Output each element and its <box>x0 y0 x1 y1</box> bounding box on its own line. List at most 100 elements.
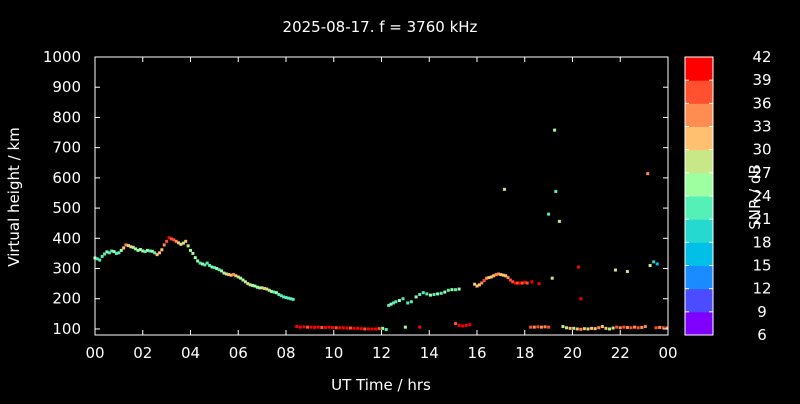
data-point <box>316 325 320 329</box>
data-point <box>181 241 185 245</box>
data-point <box>506 276 510 280</box>
data-point <box>220 269 224 273</box>
data-point <box>643 325 647 329</box>
data-point <box>432 293 436 297</box>
data-point <box>661 326 665 330</box>
data-point <box>532 325 536 329</box>
data-point <box>494 273 498 277</box>
colorbar-tick-label: 33 <box>752 118 771 136</box>
data-point <box>210 265 214 269</box>
data-point <box>370 327 374 331</box>
data-point <box>646 172 650 176</box>
colorbar-tick-label: 42 <box>752 48 771 66</box>
data-point <box>633 325 637 329</box>
data-point <box>582 327 586 331</box>
y-axis-label: Virtual height / km <box>5 127 23 266</box>
data-point <box>95 257 99 261</box>
data-point <box>374 327 378 331</box>
data-point <box>450 288 454 292</box>
colorbar-tick-label: 27 <box>752 164 771 182</box>
colorbar-tick-label: 30 <box>752 141 771 159</box>
data-point <box>387 303 391 307</box>
data-point <box>391 301 395 305</box>
colorbar-tick-label: 18 <box>752 233 771 251</box>
data-point <box>309 325 313 329</box>
x-axis-label: UT Time / hrs <box>331 376 431 394</box>
data-point <box>124 243 128 247</box>
colorbar-segment <box>685 126 713 151</box>
data-point <box>146 248 150 252</box>
data-point <box>282 295 286 299</box>
data-point <box>255 285 259 289</box>
data-point <box>286 296 290 300</box>
data-point <box>561 325 565 329</box>
colorbar-segment <box>685 80 713 104</box>
data-point <box>554 189 558 193</box>
chart-title: 2025-08-17. f = 3760 kHz <box>283 18 478 36</box>
data-point <box>279 294 283 298</box>
data-point <box>496 272 500 276</box>
data-point <box>530 280 534 284</box>
colorbar-tick-label: 36 <box>752 94 771 112</box>
data-point <box>454 322 458 326</box>
data-point <box>492 274 496 278</box>
colorbar-segment <box>685 196 713 220</box>
data-point <box>436 292 440 296</box>
data-point <box>114 251 118 255</box>
data-point <box>356 326 360 330</box>
data-point <box>489 275 493 279</box>
data-point <box>215 267 219 271</box>
y-tick-label: 100 <box>52 320 81 338</box>
data-point <box>518 281 522 285</box>
data-point <box>473 282 477 286</box>
data-point <box>625 325 629 329</box>
data-point <box>348 326 352 330</box>
data-point <box>508 278 512 282</box>
data-point <box>196 259 200 263</box>
data-point <box>331 325 335 329</box>
colorbar-segment <box>685 242 713 266</box>
data-point <box>401 297 405 301</box>
colorbar-tick-label: 6 <box>757 326 767 344</box>
data-point <box>597 326 601 330</box>
data-point <box>655 262 659 266</box>
data-point <box>274 291 278 295</box>
data-point <box>100 254 104 258</box>
data-point <box>251 283 255 287</box>
data-point <box>625 270 629 274</box>
y-tick-label: 200 <box>52 290 81 308</box>
data-point <box>193 256 197 260</box>
data-point <box>284 296 288 300</box>
data-point <box>366 327 370 331</box>
data-point <box>246 282 250 286</box>
data-point <box>208 264 212 267</box>
data-point <box>186 244 190 248</box>
data-point <box>258 286 262 290</box>
data-point <box>167 236 171 240</box>
data-point <box>513 281 517 285</box>
colorbar-segment <box>685 57 713 81</box>
data-point <box>126 244 130 248</box>
data-point <box>265 287 269 291</box>
data-point <box>648 264 652 267</box>
colorbar-segment <box>685 219 713 243</box>
data-point <box>203 263 207 267</box>
data-point <box>537 282 541 286</box>
data-point <box>134 247 138 251</box>
x-tick-label: 08 <box>276 344 295 362</box>
data-point <box>579 297 583 301</box>
x-tick-label: 06 <box>229 344 248 362</box>
data-point <box>499 273 503 277</box>
x-tick-label: 10 <box>324 344 343 362</box>
data-point <box>191 251 195 255</box>
data-point <box>428 293 432 297</box>
data-point <box>298 325 302 329</box>
data-point <box>363 327 367 331</box>
data-point <box>464 323 468 327</box>
data-point <box>536 325 540 329</box>
data-point <box>295 325 299 329</box>
data-point <box>338 326 342 330</box>
data-point <box>153 251 157 255</box>
colorbar-segment <box>685 149 713 174</box>
